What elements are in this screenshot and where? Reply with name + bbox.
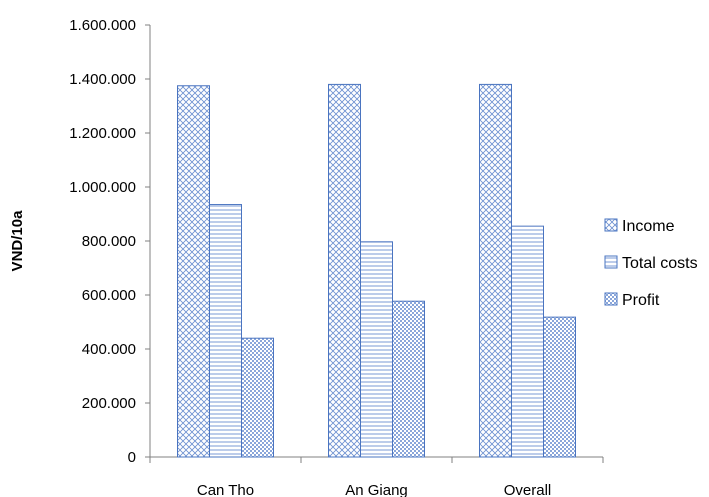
legend-label: Profit — [622, 292, 660, 309]
y-tick-label: 200.000 — [82, 395, 136, 412]
legend-label: Total costs — [622, 255, 698, 272]
y-tick-label: 1.600.000 — [69, 17, 136, 34]
bar-profit-overall — [543, 316, 576, 458]
y-tick-label: 1.000.000 — [69, 179, 136, 196]
y-tick-label: 1.400.000 — [69, 71, 136, 88]
legend-label: Income — [622, 218, 675, 235]
y-tick-label: 1.200.000 — [69, 125, 136, 142]
bar-income-overall — [479, 83, 512, 458]
y-tick-label: 800.000 — [82, 233, 136, 250]
x-category-label: Overall — [504, 482, 552, 497]
axis-labels: 0 200.000 400.000 600.000 800.000 1.000.000 1.… — [69, 17, 551, 497]
bar-profit-an-giang — [392, 300, 425, 458]
y-axis-title: VND/10a — [9, 210, 26, 272]
legend: Income Total costs Profit — [604, 218, 698, 309]
bar-total-costs-overall — [511, 225, 544, 458]
legend-swatch — [604, 292, 618, 306]
legend-swatch — [604, 255, 618, 269]
bar-total-costs-can-tho — [209, 204, 242, 458]
bars — [177, 83, 576, 458]
y-tick-label: 0 — [128, 449, 136, 466]
y-tick-label: 400.000 — [82, 341, 136, 358]
x-category-label: An Giang — [345, 482, 408, 497]
bar-income-an-giang — [328, 83, 361, 458]
y-tick-label: 600.000 — [82, 287, 136, 304]
x-category-label: Can Tho — [197, 482, 254, 497]
legend-swatch — [604, 218, 618, 232]
bar-total-costs-an-giang — [360, 241, 393, 458]
bar-profit-can-tho — [241, 337, 274, 458]
bar-income-can-tho — [177, 85, 210, 458]
